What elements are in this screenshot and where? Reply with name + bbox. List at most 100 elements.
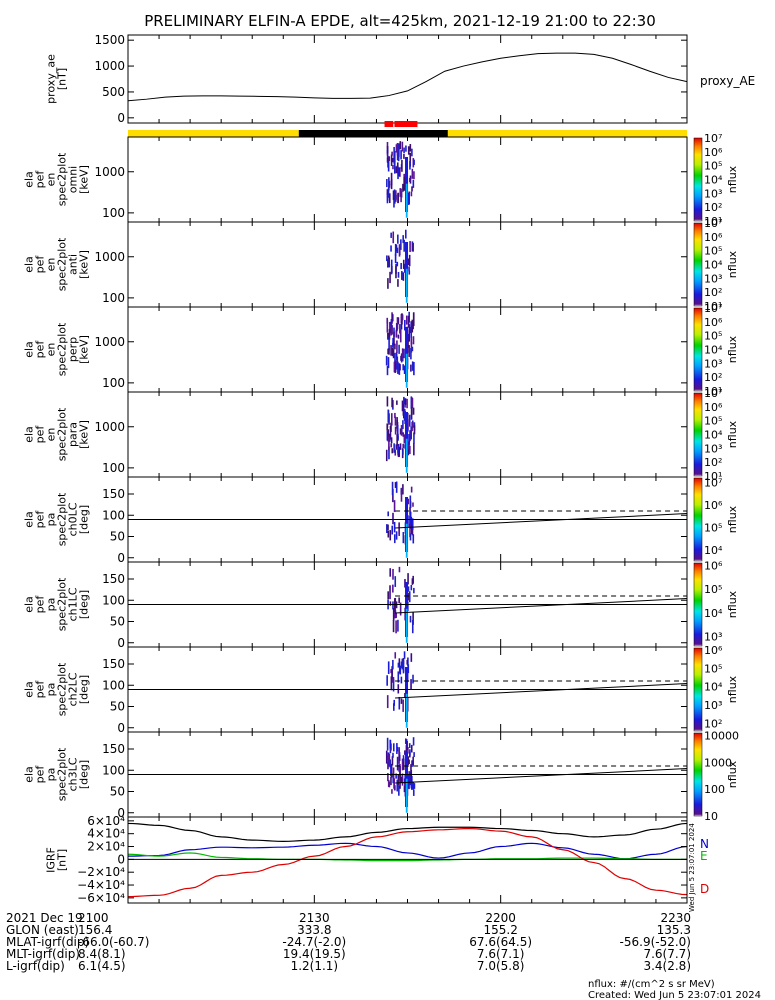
- pa-ch1LC-cell: [407, 573, 409, 585]
- spec-omni-cell: [393, 156, 396, 166]
- spec-omni-cell: [392, 190, 395, 200]
- pa-ch2LC-cell: [398, 658, 401, 667]
- spec-para-cell: [396, 424, 399, 436]
- pa-ch2LC-cell: [397, 671, 400, 683]
- spec-omni-cell: [405, 183, 408, 218]
- footer-created: Created: Wed Jun 5 23:07:01 2024: [588, 990, 761, 1000]
- ae-series-label: proxy_AE: [700, 74, 755, 88]
- spec-para-ylabel-0: ela: [23, 426, 36, 443]
- spec-perp-ytick-label: 100: [102, 376, 125, 390]
- pa-ch0LC-cell: [391, 525, 394, 535]
- spec-omni-cell: [399, 141, 402, 150]
- spec-para-cell: [389, 426, 392, 440]
- timebar-sunlight: [447, 130, 687, 137]
- spec-omni-ylabel-4: omni: [67, 166, 80, 193]
- pa-ch2LC-cell: [410, 653, 413, 662]
- axis-row-value: 1.2(1.1): [291, 959, 339, 973]
- spec-para-cell: [411, 421, 413, 432]
- spec-para-cell: [409, 430, 411, 442]
- pa-ch3LC-ylabel-2: pa: [45, 768, 58, 782]
- ae-ytick-label: 500: [102, 85, 125, 99]
- pa-ch3LC-colorbar: [693, 732, 703, 817]
- spec-omni-cell: [394, 192, 396, 204]
- spec-omni-cell: [393, 161, 396, 174]
- spec-para-colorbar-tick: 10¹: [704, 470, 722, 483]
- spec-para-ytick-label: 1000: [94, 420, 125, 434]
- pa-ch1LC-cell: [398, 566, 401, 573]
- pa-ch2LC-cell: [410, 679, 412, 690]
- pa-ch1LC-cell: [411, 619, 414, 634]
- spec-perp-cell: [411, 319, 414, 333]
- spec-para-cell: [386, 430, 389, 441]
- pa-ch3LC-cell: [386, 737, 389, 751]
- spec-perp-colorbar-tick: 10⁷: [704, 302, 722, 315]
- spec-para-ylabel-2: en: [45, 428, 58, 442]
- spec-anti-cell: [397, 271, 400, 278]
- spec-perp-cell: [403, 348, 405, 359]
- spec-para-cell: [403, 396, 405, 405]
- spec-perp-cell: [407, 334, 409, 349]
- spec-anti-cell: [412, 242, 414, 252]
- spec-perp-cell: [399, 324, 401, 334]
- spec-omni-cell: [390, 154, 393, 166]
- pa-ch3LC-ytick-label: 150: [102, 742, 125, 756]
- pa-ch0LC-cell: [395, 481, 398, 493]
- spec-omni-cell: [386, 146, 389, 154]
- pa-ch3LC-colorbar-tick: 10000: [704, 730, 739, 743]
- pa-ch0LC-cell: [412, 534, 415, 544]
- pa-ch2LC-cell: [397, 684, 400, 694]
- spec-para-ylabel-1: pef: [34, 425, 47, 444]
- axis-row-value: 2130: [299, 911, 330, 925]
- spec-perp-cell: [403, 365, 406, 374]
- spec-omni-cell: [400, 188, 402, 203]
- pa-ch3LC-cell: [406, 740, 408, 750]
- spec-anti-cell: [405, 268, 408, 303]
- pa-ch3LC-cell: [398, 785, 400, 796]
- spec-para-cell: [409, 445, 411, 455]
- pa-ch2LC-cell: [386, 675, 388, 686]
- spec-perp-cell: [394, 343, 396, 350]
- pa-ch3LC-cell: [404, 738, 407, 744]
- spec-anti-ylabel-1: pef: [34, 255, 47, 274]
- spec-omni-colorbar-tick: 10¹: [704, 215, 722, 228]
- pa-ch1LC-colorbar-tick: 10⁶: [704, 559, 723, 572]
- spec-perp-ylabel-2: en: [45, 343, 58, 357]
- spec-anti-cell: [404, 229, 407, 239]
- pa-ch0LC-colorbar-tick: 10⁵: [704, 521, 722, 534]
- spec-anti-cell: [398, 244, 401, 257]
- side-stamp: Wed Jun 5 23:07:01 2024: [688, 823, 696, 912]
- pa-ch3LC-cell: [387, 755, 390, 761]
- spec-para-cell: [398, 446, 401, 457]
- spec-perp-cell: [401, 314, 403, 322]
- pa-ch2LC-ytick-label: 100: [102, 678, 125, 692]
- spec-para-cell: [408, 439, 411, 445]
- spec-perp-cell: [393, 361, 396, 373]
- igrf-ytick-label: 6×10⁴: [87, 814, 125, 828]
- spec-para-cell: [413, 432, 415, 444]
- chart-title: PRELIMINARY ELFIN-A EPDE, alt=425km, 202…: [144, 12, 656, 30]
- spec-omni-ylabel-3: spec2plot: [56, 152, 69, 206]
- spec-anti-cell: [401, 271, 403, 280]
- spec-perp-colorbar-tick: 10²: [704, 371, 722, 384]
- pa-ch1LC-cell: [389, 568, 391, 577]
- pa-ch3LC-cell: [398, 764, 400, 772]
- pa-ch0LC-cell: [409, 533, 412, 541]
- spec-para-cell: [402, 443, 405, 449]
- spec-perp-cell: [410, 326, 413, 338]
- spec-omni-colorbar-tick: 10⁵: [704, 160, 722, 173]
- pa-ch1LC-cell: [389, 585, 391, 600]
- spec-omni-cell: [411, 148, 413, 157]
- spec-perp-cell: [404, 319, 406, 331]
- axis-row-value: 2100: [78, 911, 109, 925]
- spec-perp-colorbar-label: nflux: [726, 335, 739, 363]
- pa-ch1LC-cell: [392, 619, 395, 633]
- spec-perp-cell: [412, 312, 415, 324]
- spec-anti-ytick-label: 1000: [94, 250, 125, 264]
- timebar-science: [394, 121, 418, 127]
- spec-anti-cell: [387, 259, 389, 268]
- spec-perp-cell: [392, 349, 395, 359]
- spec-perp-cell: [405, 315, 408, 325]
- igrf-series-D: [127, 827, 688, 898]
- spec-anti-cell: [390, 232, 392, 238]
